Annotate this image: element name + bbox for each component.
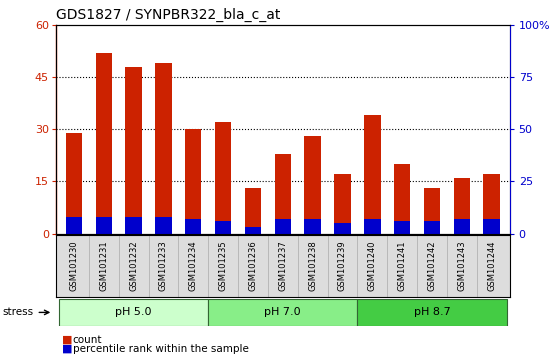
Text: GSM101230: GSM101230 bbox=[69, 240, 78, 291]
Text: stress: stress bbox=[3, 307, 34, 318]
Bar bbox=[96, 53, 112, 234]
Bar bbox=[454, 219, 470, 234]
Text: GSM101236: GSM101236 bbox=[249, 240, 258, 291]
Text: GSM101232: GSM101232 bbox=[129, 240, 138, 291]
Bar bbox=[274, 154, 291, 234]
Bar bbox=[364, 219, 381, 234]
Text: GSM101242: GSM101242 bbox=[427, 240, 436, 291]
Text: ■: ■ bbox=[62, 335, 72, 345]
Bar bbox=[208, 299, 357, 326]
Bar bbox=[185, 219, 202, 234]
Bar bbox=[305, 136, 321, 234]
Bar bbox=[155, 63, 171, 234]
Bar bbox=[215, 221, 231, 234]
Bar bbox=[125, 217, 142, 234]
Text: pH 5.0: pH 5.0 bbox=[115, 307, 152, 318]
Bar bbox=[334, 175, 351, 234]
Text: pH 7.0: pH 7.0 bbox=[264, 307, 301, 318]
Text: GSM101237: GSM101237 bbox=[278, 240, 287, 291]
Bar bbox=[66, 217, 82, 234]
Text: GSM101233: GSM101233 bbox=[159, 240, 168, 291]
Text: ■: ■ bbox=[62, 344, 72, 354]
Text: count: count bbox=[73, 335, 102, 345]
Text: pH 8.7: pH 8.7 bbox=[414, 307, 450, 318]
Bar bbox=[305, 219, 321, 234]
Bar bbox=[394, 221, 410, 234]
Bar bbox=[424, 221, 440, 234]
Bar bbox=[483, 175, 500, 234]
Bar bbox=[483, 219, 500, 234]
Text: GSM101241: GSM101241 bbox=[398, 240, 407, 291]
Bar bbox=[66, 133, 82, 234]
Bar bbox=[245, 188, 261, 234]
Text: percentile rank within the sample: percentile rank within the sample bbox=[73, 344, 249, 354]
Bar bbox=[364, 115, 381, 234]
Bar bbox=[334, 223, 351, 234]
Bar bbox=[125, 67, 142, 234]
Bar bbox=[357, 299, 507, 326]
Bar bbox=[59, 299, 208, 326]
Bar bbox=[155, 217, 171, 234]
Bar bbox=[245, 227, 261, 234]
Bar bbox=[454, 178, 470, 234]
Text: GDS1827 / SYNPBR322_bla_c_at: GDS1827 / SYNPBR322_bla_c_at bbox=[56, 8, 281, 22]
Bar bbox=[215, 122, 231, 234]
Text: GSM101235: GSM101235 bbox=[218, 240, 227, 291]
Bar bbox=[185, 129, 202, 234]
Bar bbox=[274, 219, 291, 234]
Text: GSM101238: GSM101238 bbox=[308, 240, 317, 291]
Text: GSM101231: GSM101231 bbox=[99, 240, 108, 291]
Bar bbox=[424, 188, 440, 234]
Text: GSM101240: GSM101240 bbox=[368, 240, 377, 291]
Text: GSM101243: GSM101243 bbox=[458, 240, 466, 291]
Text: GSM101244: GSM101244 bbox=[487, 240, 496, 291]
Text: GSM101234: GSM101234 bbox=[189, 240, 198, 291]
Text: GSM101239: GSM101239 bbox=[338, 240, 347, 291]
Bar bbox=[394, 164, 410, 234]
Bar bbox=[96, 217, 112, 234]
